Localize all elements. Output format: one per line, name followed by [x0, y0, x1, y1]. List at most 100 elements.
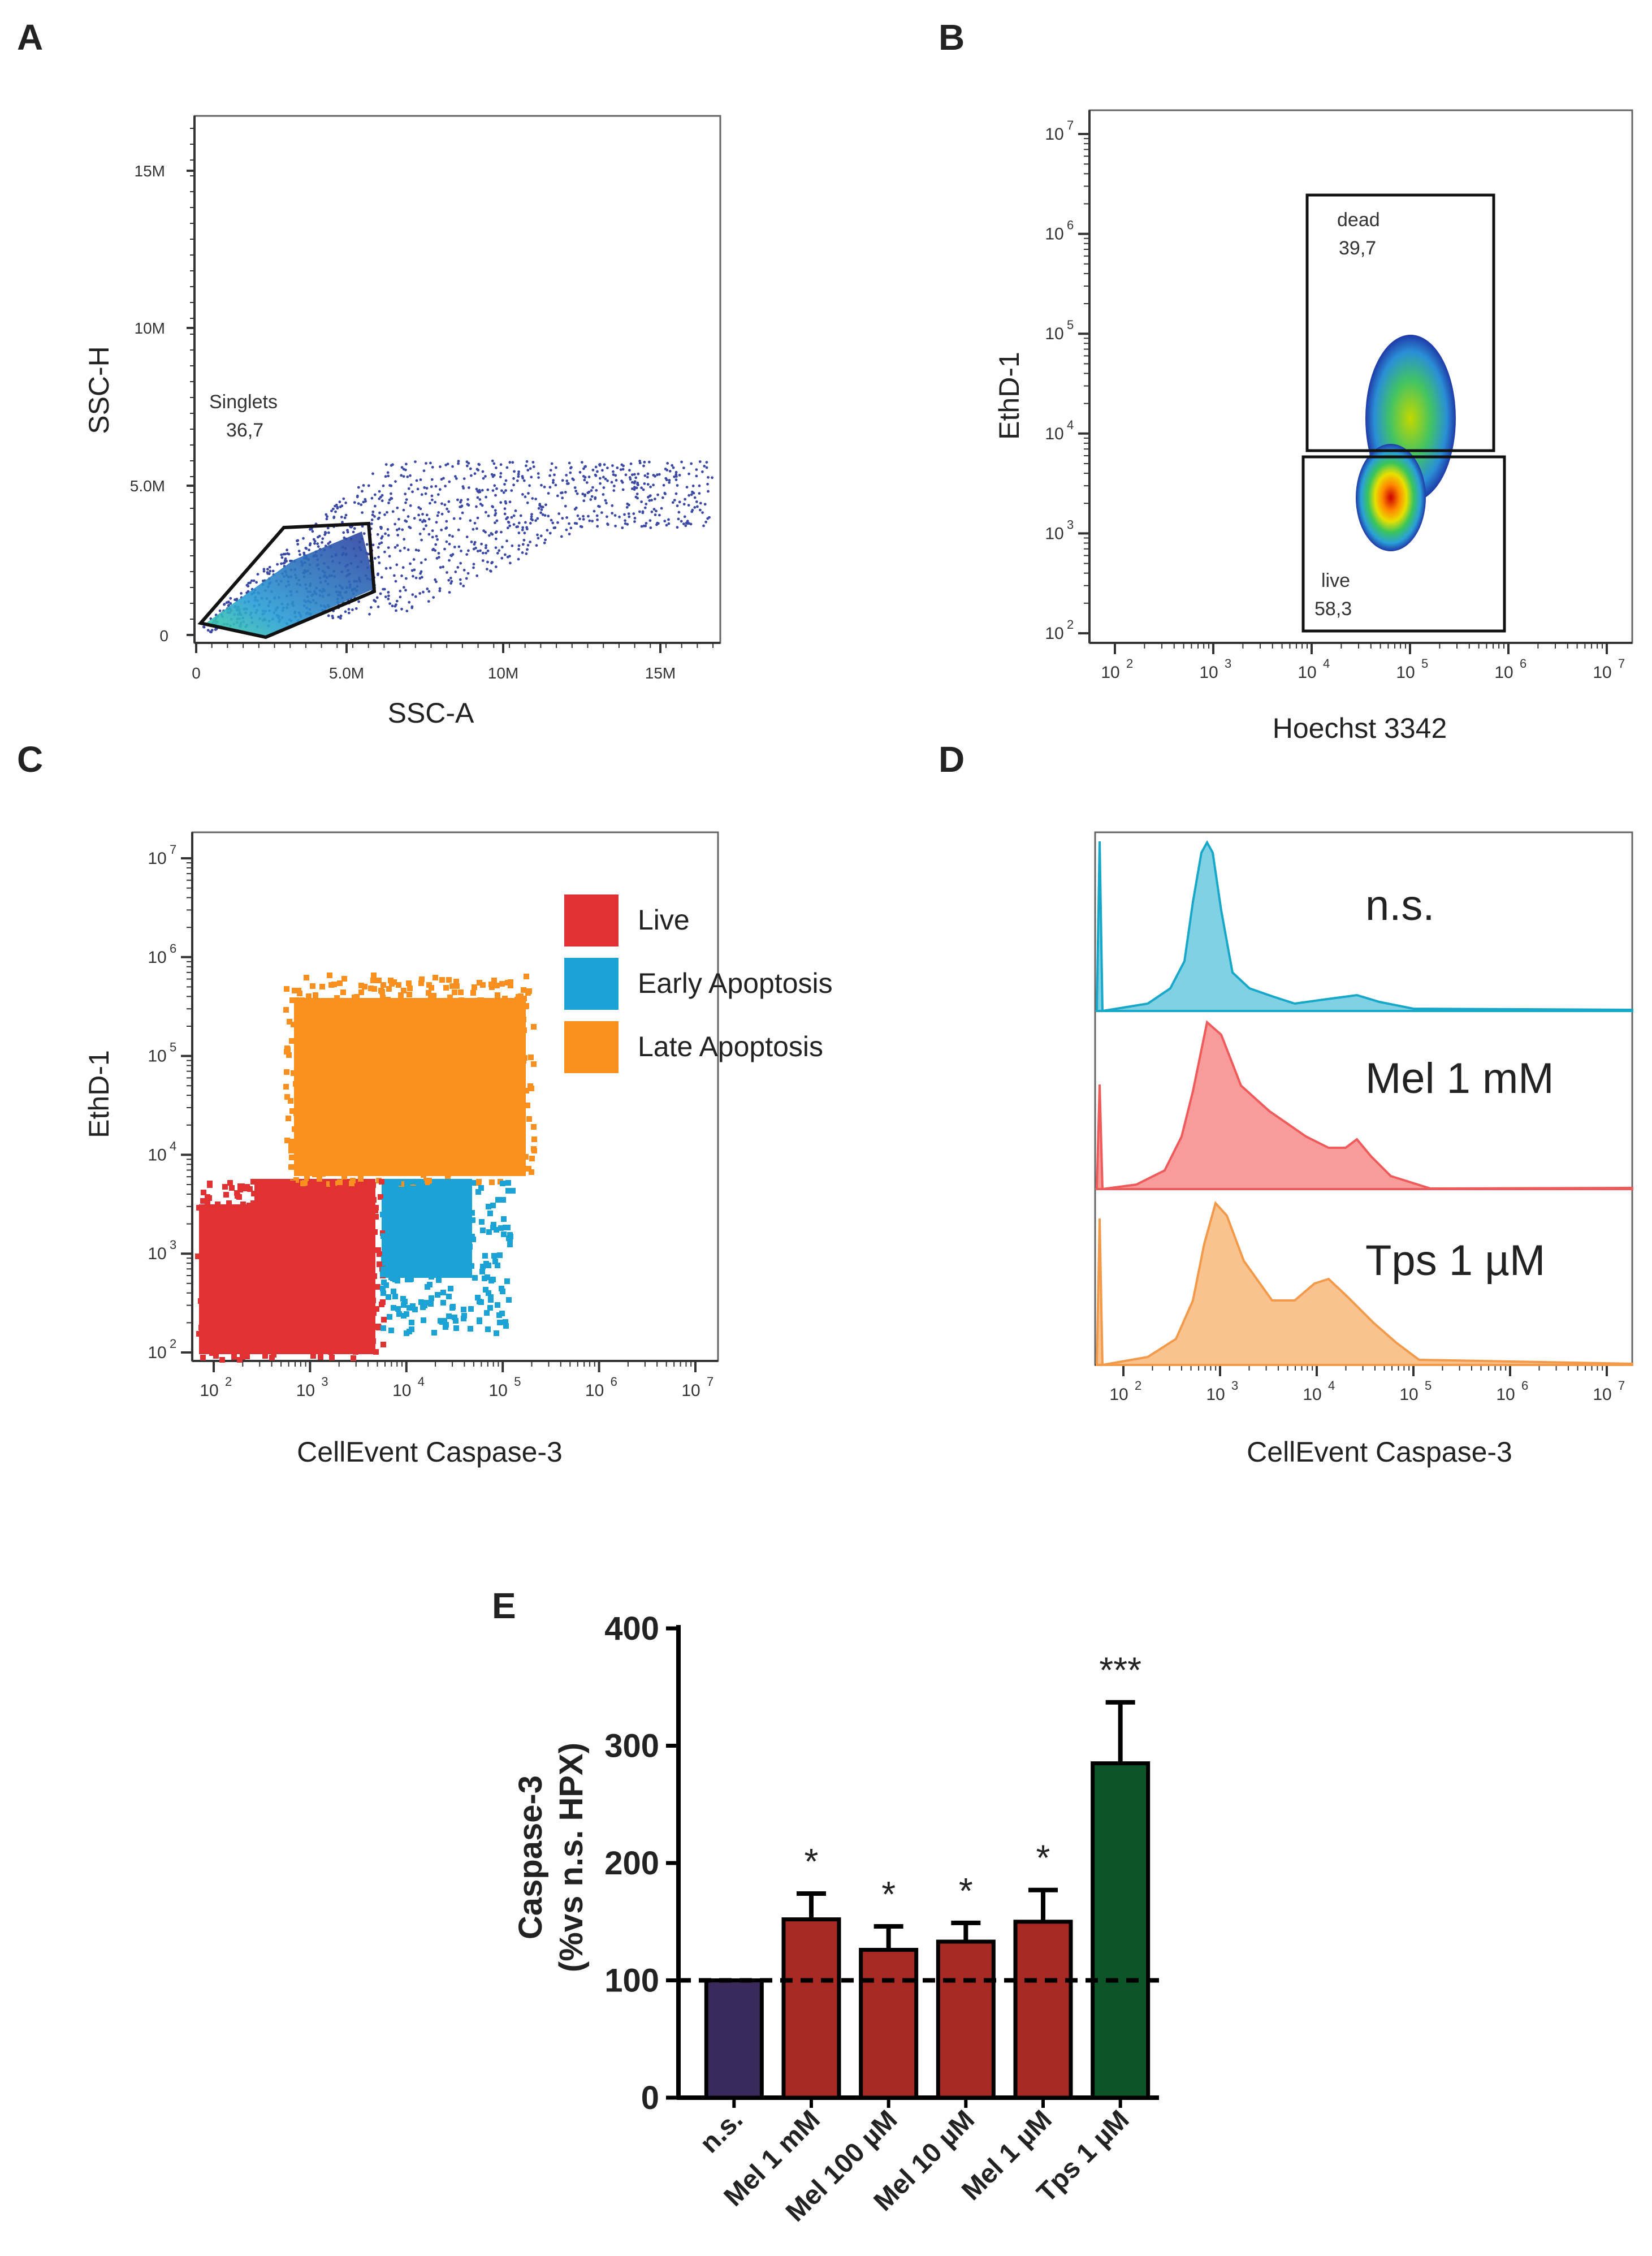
event-dot: [453, 979, 459, 984]
event-dot: [649, 526, 652, 529]
event-dot: [503, 1319, 508, 1325]
event-dot: [209, 630, 212, 633]
event-dot: [369, 1129, 374, 1134]
event-dot: [477, 1319, 482, 1324]
event-dot: [332, 1165, 338, 1170]
event-dot: [445, 520, 448, 523]
event-dot: [371, 1110, 377, 1116]
event-dot: [470, 1217, 475, 1223]
event-dot: [429, 1295, 434, 1301]
event-dot: [321, 1004, 327, 1010]
event-dot: [643, 460, 646, 464]
event-dot: [512, 523, 516, 526]
event-dot: [500, 489, 503, 492]
event-dot: [371, 1148, 377, 1153]
event-dot: [406, 992, 412, 997]
event-dot: [477, 997, 483, 1003]
event-dot: [415, 1268, 421, 1274]
event-dot: [424, 492, 427, 495]
event-dot: [342, 1198, 348, 1203]
panel-b-xlabel: Hoechst 3342: [1273, 712, 1447, 744]
event-dot: [455, 1230, 460, 1235]
event-dot: [274, 1337, 279, 1342]
event-dot: [611, 512, 614, 515]
event-dot: [469, 467, 472, 470]
event-dot: [403, 1197, 409, 1203]
event-dot: [428, 1159, 434, 1165]
event-dot: [360, 1204, 365, 1210]
event-dot: [505, 539, 508, 543]
event-dot: [486, 549, 490, 552]
event-dot: [667, 518, 670, 521]
event-dot: [499, 501, 503, 504]
event-dot: [386, 1294, 391, 1300]
event-dot: [390, 1168, 395, 1173]
event-dot: [569, 466, 572, 470]
event-dot: [214, 1274, 220, 1280]
event-dot: [531, 1136, 537, 1142]
event-dot: [487, 1305, 493, 1311]
event-dot: [409, 1234, 414, 1239]
event-dot: [341, 1229, 347, 1234]
event-dot: [409, 483, 413, 486]
event-dot: [423, 1300, 429, 1306]
event-dot: [380, 995, 386, 1000]
event-dot: [678, 474, 681, 477]
event-dot: [538, 503, 542, 505]
event-dot: [509, 1054, 515, 1060]
event-dot: [478, 489, 481, 492]
event-dot: [379, 1165, 385, 1171]
log-tick-base: 10: [148, 1146, 166, 1164]
event-dot: [504, 1160, 510, 1165]
event-dot: [403, 586, 405, 589]
event-dot: [229, 1185, 235, 1191]
event-dot: [295, 1045, 300, 1051]
event-dot: [377, 1054, 382, 1060]
event-dot: [690, 493, 693, 496]
event-dot: [465, 1153, 471, 1159]
event-dot: [274, 1342, 280, 1348]
event-dot: [260, 1201, 266, 1207]
event-dot: [459, 1235, 464, 1241]
event-dot: [295, 1347, 300, 1352]
event-dot: [461, 511, 464, 515]
log-tick-exp: 4: [1328, 1378, 1335, 1393]
event-dot: [376, 978, 382, 983]
event-dot: [248, 1277, 253, 1282]
event-dot: [293, 1177, 299, 1183]
event-dot: [308, 1241, 314, 1246]
event-dot: [396, 1198, 402, 1203]
event-dot: [353, 527, 356, 530]
log-tick-base: 10: [681, 1381, 700, 1400]
event-dot: [466, 1018, 472, 1023]
event-dot: [304, 975, 309, 980]
panel-label-c: C: [17, 739, 43, 780]
event-dot: [203, 1209, 209, 1215]
event-dot: [473, 1044, 479, 1049]
event-dot: [380, 1325, 386, 1331]
log-tick-exp: 4: [170, 1139, 176, 1153]
event-dot: [478, 1040, 483, 1046]
event-dot: [674, 492, 678, 495]
event-dot: [327, 973, 332, 978]
event-dot: [383, 1221, 389, 1226]
event-dot: [528, 1054, 534, 1060]
event-dot: [699, 508, 702, 512]
event-dot: [687, 494, 690, 497]
event-dot: [458, 1011, 464, 1017]
event-dot: [506, 1297, 512, 1303]
log-tick-exp: 2: [1126, 656, 1133, 671]
event-dot: [369, 606, 373, 609]
event-dot: [541, 513, 544, 516]
event-dot: [380, 541, 383, 544]
event-dot: [446, 463, 449, 465]
event-dot: [279, 1184, 285, 1190]
event-dot: [325, 517, 328, 521]
event-dot: [521, 526, 525, 529]
event-dot: [200, 1255, 205, 1260]
event-dot: [377, 605, 380, 608]
event-dot: [445, 1173, 451, 1179]
significance-marker: *: [881, 1874, 896, 1914]
event-dot: [628, 469, 631, 472]
event-dot: [326, 1206, 332, 1212]
